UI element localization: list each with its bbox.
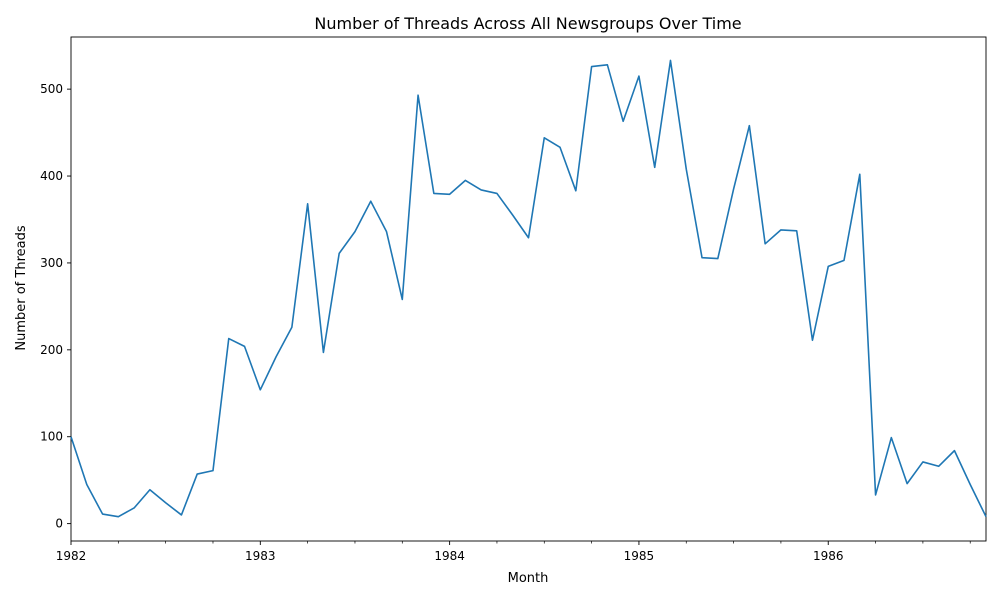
axes [70, 36, 987, 542]
chart-title: Number of Threads Across All Newsgroups … [314, 14, 741, 33]
y-tick-label: 500 [40, 82, 63, 96]
y-tick-label: 100 [40, 430, 63, 444]
y-tick-label: 300 [40, 256, 63, 270]
y-axis-label: Number of Threads [14, 225, 29, 350]
y-tick-label: 0 [55, 517, 63, 531]
x-tick-label: 1983 [245, 549, 276, 563]
x-axis-label: Month [508, 571, 549, 586]
series-line-0 [70, 59, 987, 518]
x-tick-label: 1982 [56, 549, 87, 563]
x-tick-label: 1986 [813, 549, 844, 563]
y-tick-label: 400 [40, 169, 63, 183]
ticks: 0 100 200 300 400 500 1982 1983 1984 1985 1986 [40, 82, 971, 563]
y-tick-label: 200 [40, 343, 63, 357]
x-tick-label: 1984 [434, 549, 465, 563]
plot-frame [70, 36, 987, 542]
plot-area [70, 59, 987, 518]
x-tick-label: 1985 [624, 549, 655, 563]
